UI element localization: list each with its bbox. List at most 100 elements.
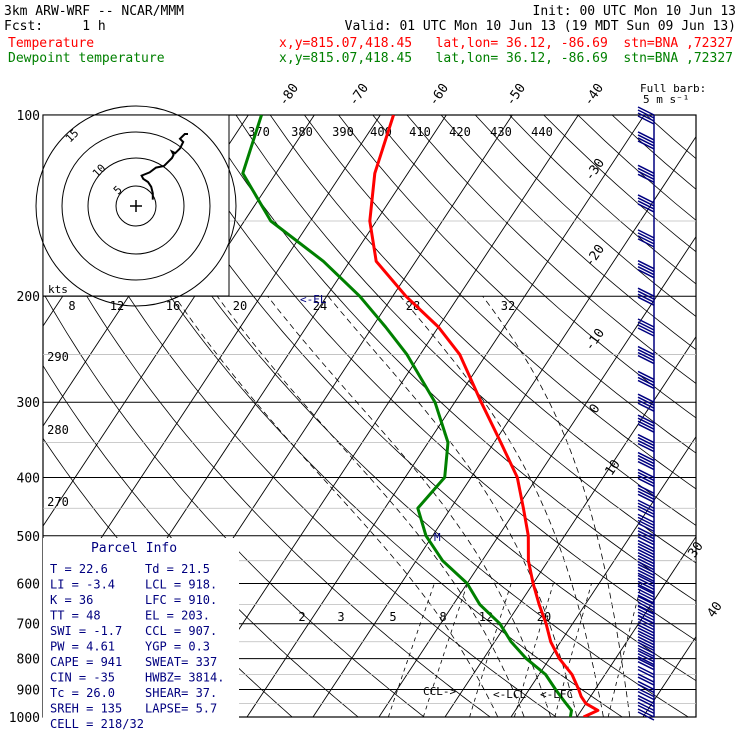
barb-flag xyxy=(637,647,655,658)
dry-adiabat xyxy=(304,115,696,490)
barb-flag xyxy=(637,290,655,300)
barb-flag xyxy=(637,263,655,273)
barb-flag xyxy=(637,164,655,175)
barb-flag xyxy=(637,454,655,465)
wind-barb xyxy=(637,484,655,503)
wind-barb xyxy=(637,468,655,488)
barb-legend-title: Full barb: xyxy=(640,82,706,95)
dry-adiabat xyxy=(475,115,696,317)
barb-flag xyxy=(637,627,655,637)
parcel-info-right: SHEAR= 37. xyxy=(145,686,217,700)
wind-barb xyxy=(637,605,655,624)
wind-barb xyxy=(637,658,655,671)
hodograph-speed-tick: 20 xyxy=(233,299,247,313)
hodograph-ring xyxy=(61,131,211,281)
theta-label: 390 xyxy=(332,125,354,139)
wind-barb xyxy=(637,287,655,306)
barb-flag xyxy=(637,379,655,390)
dry-adiabat xyxy=(201,115,696,602)
mixing-ratio-line xyxy=(514,583,554,717)
barb-flag xyxy=(637,561,655,571)
hodograph-speed-tick: 32 xyxy=(501,299,515,313)
wind-barb xyxy=(637,633,655,649)
isotherm-label: 30 xyxy=(685,539,706,560)
theta-label: 380 xyxy=(291,125,313,139)
barb-flag xyxy=(637,611,655,621)
dry-adiabat xyxy=(646,115,696,160)
wind-barb xyxy=(637,574,655,594)
barb-flag xyxy=(637,399,655,409)
barb-flag xyxy=(637,574,655,585)
dry-adiabat xyxy=(372,115,696,419)
barb-flag xyxy=(637,601,655,612)
parcel-info-left: LI = -3.4 xyxy=(50,578,115,592)
dry-adiabat xyxy=(43,291,425,717)
parcel-info-right: SWEAT= 337 xyxy=(145,655,217,669)
theta-label: 270 xyxy=(47,495,69,509)
barb-flag xyxy=(637,630,655,640)
isotherm-line xyxy=(510,435,696,717)
mixing-ratio-line xyxy=(422,583,468,717)
pressure-tick-label: 200 xyxy=(17,290,40,305)
barb-flag xyxy=(637,439,655,450)
parcel-info-right: Td = 21.5 xyxy=(145,562,210,576)
barb-flag xyxy=(637,569,655,579)
parcel-info-right: YGP = 0.3 xyxy=(145,640,210,654)
pressure-tick-label: 900 xyxy=(17,683,40,698)
hodograph-trace xyxy=(140,133,188,200)
parcel-info-panel: Parcel Info T = 22.6 Td = 21.5 LI = -3.4 LCL… xyxy=(43,538,239,731)
wind-barb xyxy=(637,701,655,715)
barb-flag xyxy=(637,376,655,387)
barb-flag xyxy=(637,232,655,242)
barb-flag xyxy=(637,708,655,718)
isotherm-label: -60 xyxy=(426,81,452,109)
barb-flag xyxy=(637,238,655,248)
barb-flag xyxy=(637,493,655,503)
barb-flag xyxy=(637,641,655,652)
barb-flag xyxy=(637,508,655,518)
isobar-grid xyxy=(42,114,697,718)
wind-barb xyxy=(637,563,655,582)
theta-label: 410 xyxy=(409,125,431,139)
wind-barb xyxy=(637,345,655,365)
barb-flag xyxy=(637,533,655,543)
barb-flag xyxy=(637,652,655,663)
barb-flag xyxy=(637,471,655,482)
model-title: 3km ARW-WRF -- NCAR/MMM xyxy=(4,4,184,19)
wind-barb xyxy=(637,513,655,533)
pressure-tick-label: 400 xyxy=(17,471,40,486)
wind-barb xyxy=(637,106,655,125)
barb-flag xyxy=(637,170,655,181)
barb-flag xyxy=(637,487,655,497)
pressure-tick-label: 1000 xyxy=(9,711,40,726)
barb-flag xyxy=(637,109,655,119)
barb-flag xyxy=(637,513,655,524)
barb-flag xyxy=(637,318,655,328)
barb-flag xyxy=(637,505,655,515)
wind-barb xyxy=(637,649,655,666)
barb-flag xyxy=(637,614,655,624)
barb-flag xyxy=(637,572,655,582)
pressure-tick-label: 100 xyxy=(17,109,40,124)
barb-flag xyxy=(637,676,655,686)
wind-barb xyxy=(637,131,655,150)
barb-flag xyxy=(637,477,655,488)
barb-flag xyxy=(637,591,655,601)
barb-flag xyxy=(637,605,655,615)
barb-flag xyxy=(637,577,655,588)
parcel-info-right: LCL = 918. xyxy=(145,578,217,592)
wind-barb xyxy=(637,499,655,518)
cell-motion-marker: M xyxy=(434,531,441,544)
barb-flag xyxy=(637,668,655,679)
isotherm-line xyxy=(378,235,696,717)
wind-barb xyxy=(637,260,655,279)
barb-flag xyxy=(637,134,655,144)
profiles: CCL-> <-LCL <-LFC xyxy=(241,115,600,717)
wind-barb xyxy=(637,624,655,640)
isotherm-label: -10 xyxy=(582,326,608,354)
dewpoint-legend: Dewpoint temperature xyxy=(8,51,165,66)
dry-adiabat xyxy=(269,115,696,527)
wind-barb xyxy=(637,708,655,721)
